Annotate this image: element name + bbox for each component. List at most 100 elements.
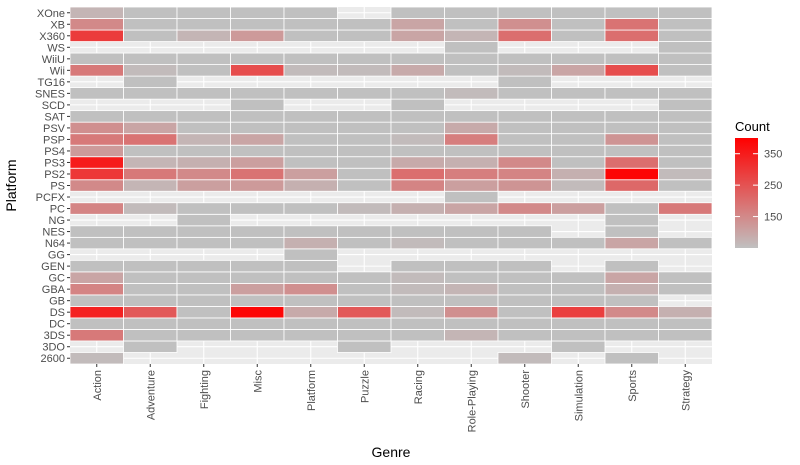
heatmap-tile <box>176 110 231 123</box>
legend-tick-label: 150 <box>764 212 782 224</box>
heatmap-tile <box>283 271 338 284</box>
heatmap-tile <box>604 133 659 146</box>
legend-ticks: 150 250 350 <box>735 149 782 224</box>
legend-tick-label: 250 <box>764 180 782 192</box>
heatmap-tile <box>69 306 124 319</box>
heatmap-tile <box>69 18 124 31</box>
heatmap-tile <box>444 133 499 146</box>
heatmap-tile <box>69 6 124 19</box>
heatmap-tile <box>444 6 499 19</box>
heatmap-tile <box>444 259 499 273</box>
heatmap-tile <box>604 110 659 123</box>
heatmap-tile <box>230 317 285 330</box>
heatmap-tile <box>123 64 178 77</box>
heatmap-tile <box>444 29 499 42</box>
heatmap-tile <box>604 352 659 365</box>
heatmap-tile <box>658 133 713 146</box>
heatmap-tile <box>176 236 231 250</box>
heatmap-tile <box>283 294 338 307</box>
heatmap-tile <box>123 87 178 100</box>
heatmap-tile <box>337 87 392 100</box>
heatmap-tile <box>658 41 713 54</box>
heatmap-tile <box>176 144 231 158</box>
heatmap-tile <box>497 133 552 146</box>
heatmap-tile <box>390 167 445 181</box>
heatmap-tiles <box>69 6 713 365</box>
heatmap-tile <box>551 317 606 330</box>
heatmap-tile <box>444 121 499 135</box>
heatmap-tile <box>604 167 659 181</box>
y-tick-label: GC <box>49 273 66 285</box>
heatmap-tile <box>283 167 338 181</box>
heatmap-tile <box>390 236 445 250</box>
x-tick-label: Misc <box>252 370 264 393</box>
heatmap-tile <box>337 294 392 307</box>
heatmap-tile <box>497 271 552 284</box>
y-tick-label: PSP <box>43 134 65 146</box>
heatmap-tile <box>337 202 392 215</box>
heatmap-tile <box>658 144 713 158</box>
heatmap-tile <box>444 329 499 342</box>
heatmap-tile <box>551 133 606 146</box>
heatmap-tile <box>604 6 659 19</box>
heatmap-tile <box>497 156 552 169</box>
heatmap-tile <box>444 52 499 65</box>
heatmap-tile <box>390 225 445 238</box>
heatmap-tile <box>551 167 606 181</box>
heatmap-tile <box>497 121 552 135</box>
heatmap-tile <box>604 225 659 238</box>
legend: Count 150 250 350 <box>735 119 782 248</box>
heatmap-tile <box>604 156 659 169</box>
heatmap-tile <box>230 133 285 146</box>
y-tick-label: WiiU <box>42 54 65 66</box>
heatmap-tile <box>497 18 552 31</box>
heatmap-tile <box>390 98 445 112</box>
heatmap-tile <box>123 156 178 169</box>
x-tick-label: Shooter <box>520 370 532 409</box>
heatmap-tile <box>390 259 445 273</box>
heatmap-tile <box>390 317 445 330</box>
heatmap-tile <box>604 329 659 342</box>
heatmap-tile <box>123 259 178 273</box>
heatmap-tile <box>176 156 231 169</box>
heatmap-tile <box>69 52 124 65</box>
heatmap-tile <box>390 306 445 319</box>
heatmap-tile <box>69 225 124 238</box>
heatmap-tile <box>69 156 124 169</box>
heatmap-tile <box>497 29 552 42</box>
y-tick-label: PS <box>50 181 65 193</box>
heatmap-tile <box>176 225 231 238</box>
y-tick-label: PS2 <box>44 169 65 181</box>
heatmap-tile <box>604 144 659 158</box>
legend-title: Count <box>735 119 770 134</box>
heatmap-tile <box>444 306 499 319</box>
heatmap-tile <box>69 352 124 365</box>
heatmap-tile <box>283 87 338 100</box>
heatmap-tile <box>604 236 659 250</box>
heatmap-tile <box>497 167 552 181</box>
heatmap-tile <box>176 167 231 181</box>
heatmap-tile <box>604 179 659 192</box>
heatmap-tile <box>283 144 338 158</box>
heatmap-tile <box>123 179 178 192</box>
heatmap-tile <box>230 29 285 42</box>
y-tick-label: XB <box>50 19 65 31</box>
x-axis-ticks: Action Adventure Fighting Misc Platform Puzzl… <box>92 364 692 432</box>
heatmap-tile <box>283 236 338 250</box>
heatmap-tile <box>444 167 499 181</box>
heatmap-tile <box>551 156 606 169</box>
heatmap-tile <box>337 110 392 123</box>
heatmap-tile <box>444 87 499 100</box>
heatmap-tile <box>230 167 285 181</box>
heatmap-tile <box>497 75 552 89</box>
heatmap-tile <box>658 87 713 100</box>
heatmap-tile <box>444 225 499 238</box>
heatmap-tile <box>551 64 606 77</box>
heatmap-tile <box>658 317 713 330</box>
heatmap-tile <box>123 167 178 181</box>
x-axis-title: Genre <box>372 444 411 460</box>
x-tick-label: Fighting <box>199 370 211 409</box>
heatmap-tile <box>230 259 285 273</box>
heatmap-tile <box>390 329 445 342</box>
